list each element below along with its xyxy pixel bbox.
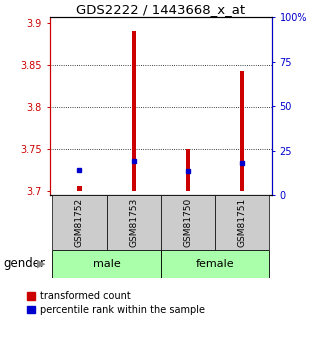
Text: gender: gender — [3, 257, 45, 270]
Legend: transformed count, percentile rank within the sample: transformed count, percentile rank withi… — [27, 291, 205, 315]
Bar — [186, 149, 190, 191]
Title: GDS2222 / 1443668_x_at: GDS2222 / 1443668_x_at — [76, 3, 245, 16]
Bar — [132, 31, 136, 191]
Bar — [161, 195, 215, 250]
Bar — [52, 195, 107, 250]
Bar — [240, 71, 244, 191]
Bar — [107, 195, 161, 250]
Bar — [77, 186, 82, 191]
Text: GSM81750: GSM81750 — [183, 198, 192, 247]
Bar — [161, 250, 269, 278]
Bar — [52, 250, 161, 278]
Text: ▶: ▶ — [37, 259, 45, 269]
Text: GSM81751: GSM81751 — [238, 198, 247, 247]
Text: female: female — [196, 259, 234, 269]
Bar — [215, 195, 269, 250]
Text: GSM81752: GSM81752 — [75, 198, 84, 247]
Text: GSM81753: GSM81753 — [129, 198, 138, 247]
Text: male: male — [93, 259, 120, 269]
